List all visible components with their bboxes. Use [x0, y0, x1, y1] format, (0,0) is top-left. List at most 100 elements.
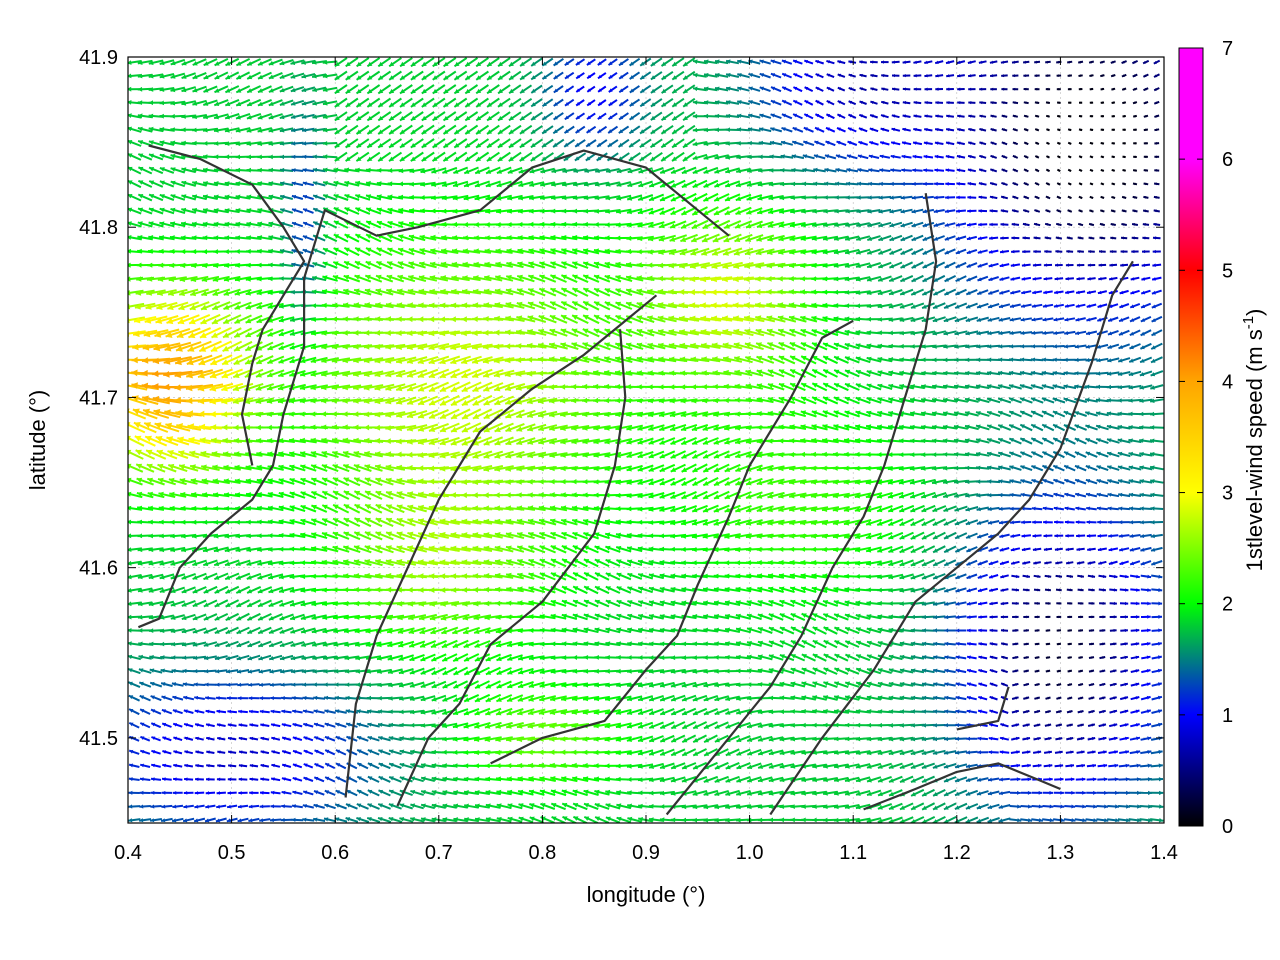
wind-arrow	[848, 73, 856, 78]
wind-arrow	[421, 57, 435, 68]
wind-arrow	[519, 57, 533, 67]
wind-arrow	[968, 87, 976, 91]
wind-arrow	[804, 99, 814, 106]
wind-arrow	[639, 84, 652, 94]
wind-arrow	[181, 114, 197, 119]
wind-arrow	[902, 74, 911, 78]
wind-arrow	[1133, 128, 1137, 131]
wind-arrow	[661, 84, 674, 94]
wind-arrow	[170, 100, 186, 106]
wind-arrow	[891, 114, 900, 119]
wind-arrow	[268, 113, 283, 120]
wind-arrow	[815, 86, 824, 92]
wind-arrow	[399, 97, 413, 108]
wind-arrow	[639, 71, 652, 81]
wind-arrow	[453, 111, 468, 122]
wind-arrow	[837, 73, 846, 78]
wind-arrow	[1133, 155, 1137, 159]
wind-arrow	[1088, 60, 1095, 64]
wind-arrow	[508, 111, 522, 122]
wind-arrow	[1142, 59, 1150, 65]
wind-arrow	[553, 98, 564, 107]
wind-arrow	[355, 97, 370, 108]
wind-arrow	[564, 112, 575, 121]
wind-arrow	[443, 84, 457, 95]
wind-arrow	[366, 57, 381, 68]
wind-arrow	[586, 112, 596, 120]
wind-arrow	[967, 60, 976, 64]
wind-arrow	[815, 59, 825, 65]
wind-arrow	[1153, 73, 1160, 78]
wind-arrow	[311, 73, 327, 79]
wind-arrow	[1067, 87, 1072, 91]
wind-arrow	[192, 114, 207, 120]
wind-arrow	[257, 127, 273, 133]
wind-arrow	[541, 71, 554, 80]
wind-arrow	[1001, 114, 1008, 118]
wind-arrow	[530, 111, 543, 121]
wind-arrow	[924, 87, 933, 91]
wind-arrow	[1045, 60, 1051, 64]
wind-arrow	[703, 86, 718, 92]
wind-arrow	[957, 101, 965, 105]
wind-arrow	[181, 86, 196, 93]
wind-arrow	[858, 113, 868, 119]
wind-arrow	[202, 113, 218, 120]
wind-arrow	[137, 73, 153, 79]
wind-arrow	[586, 85, 596, 93]
wind-arrow	[1153, 87, 1160, 92]
wind-arrow	[870, 60, 878, 64]
wind-arrow	[290, 113, 304, 119]
wind-arrow	[586, 58, 596, 66]
wind-arrow	[1012, 87, 1019, 91]
wind-arrow	[671, 84, 685, 94]
wind-arrow	[334, 84, 348, 95]
wind-arrow	[736, 59, 750, 65]
wind-arrow	[1056, 615, 1062, 619]
wind-arrow	[660, 57, 674, 67]
wind-arrow	[1056, 74, 1062, 77]
wind-arrow	[848, 60, 857, 64]
wind-arrow	[682, 84, 696, 94]
wind-arrow	[366, 111, 381, 122]
wind-arrow	[128, 73, 142, 79]
wind-arrow	[1068, 101, 1072, 104]
wind-arrow	[792, 113, 803, 120]
wind-arrow	[1001, 87, 1008, 91]
wind-arrow	[279, 113, 294, 120]
wind-arrow	[257, 58, 272, 66]
wind-arrow	[1001, 101, 1008, 105]
wind-arrows	[128, 57, 1164, 823]
wind-arrow	[957, 114, 965, 118]
wind-arrow	[714, 86, 729, 92]
wind-arrow	[957, 87, 965, 91]
wind-arrow	[978, 74, 987, 78]
wind-arrow	[322, 114, 338, 120]
wind-arrow	[1111, 115, 1115, 118]
wind-arrow	[475, 84, 489, 95]
wind-arrow	[388, 124, 403, 135]
wind-arrow	[826, 86, 835, 92]
wind-arrow	[312, 100, 327, 106]
wind-arrow	[1110, 74, 1116, 78]
wind-arrow	[497, 57, 511, 68]
wind-arrow	[1045, 74, 1051, 77]
wind-arrow	[355, 124, 370, 135]
wind-arrow	[530, 84, 543, 94]
wind-arrow	[618, 71, 629, 80]
wind-arrow	[443, 70, 457, 81]
wind-arrow	[377, 111, 392, 122]
wind-arrow	[946, 114, 955, 118]
wind-arrow	[837, 60, 846, 65]
wind-arrow	[1056, 114, 1061, 118]
wind-arrow	[388, 97, 402, 108]
wind-arrow	[747, 113, 761, 119]
wind-arrow	[410, 111, 424, 122]
wind-arrow	[432, 70, 446, 81]
wind-arrow	[682, 97, 696, 108]
wind-arrow	[312, 113, 327, 119]
wind-arrow	[736, 100, 750, 106]
wind-arrow	[1045, 615, 1051, 619]
wind-arrow	[990, 74, 998, 78]
wind-arrow	[508, 97, 522, 108]
